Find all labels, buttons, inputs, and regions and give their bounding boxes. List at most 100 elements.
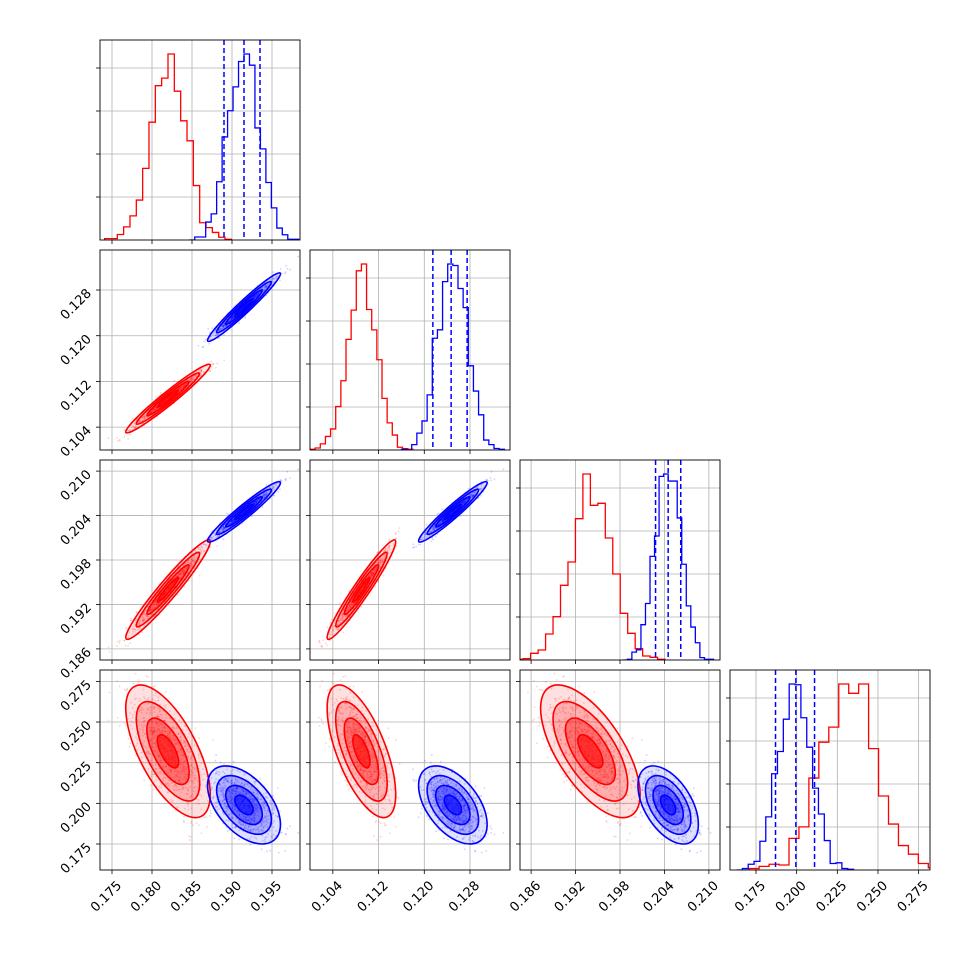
sample-point	[284, 479, 287, 482]
sample-point	[255, 294, 258, 297]
sample-point	[332, 625, 335, 628]
sample-point	[216, 545, 219, 547]
sample-point	[255, 500, 258, 503]
sample-point	[371, 570, 373, 573]
sample-point	[153, 407, 156, 410]
sample-point	[213, 532, 216, 535]
sample-point	[220, 327, 223, 330]
sample-point	[265, 494, 268, 497]
sample-point	[441, 519, 444, 522]
sample-point	[342, 615, 344, 618]
sample-point	[351, 604, 353, 607]
sample-point	[146, 615, 149, 617]
sample-point	[255, 500, 257, 503]
sample-point	[383, 549, 386, 552]
sample-point	[342, 610, 344, 613]
sample-point	[150, 609, 152, 611]
sample-point	[218, 337, 221, 339]
sample-point	[330, 618, 333, 621]
sample-point	[265, 492, 268, 494]
sample-point	[342, 609, 345, 611]
sample-point	[183, 572, 185, 574]
sample-point	[209, 538, 212, 541]
sample-point	[395, 532, 397, 534]
sample-point	[127, 437, 130, 440]
sample-point	[267, 284, 269, 287]
sample-point	[377, 581, 380, 583]
sample-point	[222, 325, 224, 328]
sample-point	[253, 503, 256, 506]
sample-point	[189, 562, 191, 565]
sample-point	[200, 550, 202, 553]
sample-point	[182, 384, 185, 387]
sample-point	[272, 271, 275, 274]
sample-point	[194, 375, 197, 378]
sample-point	[152, 606, 155, 608]
sample-point	[253, 503, 256, 505]
sample-point	[439, 520, 442, 523]
sample-point	[382, 557, 384, 559]
sample-point	[268, 486, 271, 489]
sample-point	[254, 502, 257, 505]
sample-point	[273, 277, 276, 280]
sample-point	[189, 567, 191, 570]
sample-point	[129, 429, 131, 432]
sample-point	[153, 603, 155, 606]
sample-point	[442, 519, 445, 522]
sample-point	[131, 633, 134, 635]
sample-point	[222, 325, 225, 327]
sample-point	[369, 572, 372, 575]
sample-point	[463, 502, 465, 505]
sample-point	[376, 551, 379, 554]
sample-point	[265, 285, 267, 288]
sample-point	[461, 501, 464, 503]
sample-point	[227, 320, 230, 323]
sample-point	[230, 520, 233, 523]
sample-point	[222, 538, 225, 541]
histogram-1	[189, 53, 300, 240]
sample-point	[377, 562, 380, 564]
sample-point	[135, 611, 138, 613]
sample-point	[425, 535, 428, 538]
sample-point	[349, 605, 351, 608]
sample-point	[198, 370, 201, 372]
sample-point	[231, 316, 233, 319]
sample-point	[190, 378, 193, 380]
sample-point	[143, 610, 146, 613]
sample-point	[183, 569, 186, 572]
sample-point	[338, 602, 341, 605]
sample-point	[232, 518, 234, 521]
sample-point	[188, 379, 191, 382]
y-tick-label: 0.210	[58, 467, 95, 504]
sample-point	[378, 559, 380, 562]
sample-point	[223, 528, 225, 531]
sample-point	[151, 608, 154, 610]
sample-point	[461, 502, 464, 505]
sample-point	[185, 566, 188, 569]
sample-point	[265, 284, 268, 287]
sample-point	[193, 557, 196, 559]
sample-point	[195, 374, 198, 377]
sample-point	[330, 631, 333, 633]
sample-point	[182, 569, 184, 572]
sample-point	[208, 545, 211, 548]
sample-point	[143, 617, 146, 620]
sample-point	[388, 546, 390, 549]
sample-point	[218, 329, 220, 332]
sample-point	[345, 616, 347, 619]
sample-point	[319, 642, 321, 644]
sample-point	[332, 628, 334, 631]
axes-frame	[99, 249, 301, 451]
sample-point	[439, 521, 442, 523]
sample-point	[209, 338, 212, 341]
sample-point	[371, 575, 374, 578]
sample-point	[371, 571, 374, 574]
sample-point	[179, 572, 182, 575]
sample-point	[443, 519, 446, 522]
sample-point	[124, 644, 127, 647]
sample-point	[142, 616, 145, 619]
sample-point	[153, 606, 156, 609]
sample-point	[335, 628, 337, 630]
panel-2-1	[306, 459, 511, 664]
